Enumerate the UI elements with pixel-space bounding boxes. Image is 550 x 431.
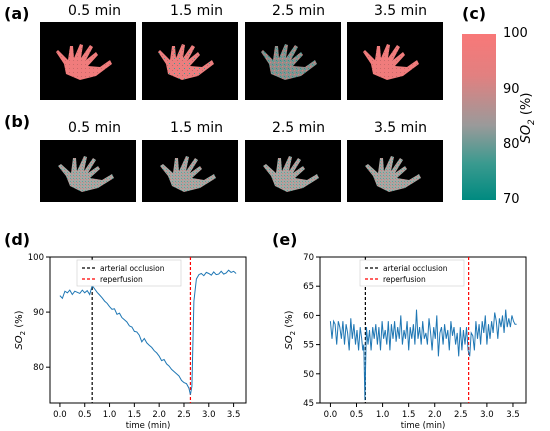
chart-d: 0.0 0.5 1.0 1.5 2.0 2.5 3.0 3.5 80 90 100 time (min… [14,253,247,430]
legend-frame [76,259,182,287]
hand-image-a2 [142,22,238,100]
panel-a-time-1: 0.5 min [67,3,122,19]
legend-label: arterial occlusion [100,264,165,273]
x-tick-label: 1.0 [376,410,390,420]
panel-a-letter: (a) [4,4,30,23]
legend-label: reperfusion [383,275,426,284]
colorbar-label-sub: 2 [526,119,537,125]
legend: arterial occlusion reperfusion [76,259,182,287]
x-tick-label: 2.0 [428,410,442,420]
colorbar-label-suffix: (%) [519,92,535,120]
y-tick-label: 65 [303,282,314,292]
y-tick-label: 90 [33,308,44,318]
y-tick-label: 80 [33,363,44,373]
y-tick-label: 45 [303,399,314,409]
panel-e-letter: (e) [272,230,298,249]
x-tick-label: 0.0 [53,410,67,420]
plot-frame [49,256,247,404]
plot-frame [319,256,527,404]
legend: arterial occlusion reperfusion [359,259,465,287]
x-tick-label: 3.0 [480,410,494,420]
colorbar-label: SO2 (%) [519,93,537,144]
x-tick-label: 3.5 [227,410,241,420]
y-tick-label: 70 [303,253,314,263]
y-axis-label: SO2 (%) [14,310,27,349]
x-tick-label: 3.0 [202,410,216,420]
panel-b-time-4: 3.5 min [373,120,428,136]
x-tick-label: 2.5 [454,410,468,420]
panel-b-time-2: 1.5 min [169,120,224,136]
legend-label: arterial occlusion [383,264,448,273]
x-tick-label: 0.0 [324,410,338,420]
hand-image-a1 [40,22,136,100]
panel-b-time-3: 2.5 min [271,120,326,136]
x-tick-label: 2.0 [152,410,166,420]
colorbar-tick-90: 90 [503,82,520,97]
panel-a-time-4: 3.5 min [373,3,428,19]
y-tick-label: 55 [303,341,314,351]
hand-image-b2 [142,140,238,202]
colorbar-tick-80: 80 [503,137,520,152]
y-tick-label: 50 [303,370,314,380]
colorbar-tick-100: 100 [503,26,528,41]
panel-d-letter: (d) [4,230,31,249]
hand-image-a3 [245,22,341,100]
panel-b-letter: (b) [4,112,31,131]
x-tick-label: 3.5 [506,410,520,420]
colorbar-tick-70: 70 [503,192,520,207]
x-tick-label: 0.5 [78,410,92,420]
x-tick-label: 1.0 [103,410,117,420]
panel-c-letter: (c) [462,4,487,23]
chart-e: 0.0 0.5 1.0 1.5 2.0 2.5 3.0 3.5 45 50 55 60 65 70 time… [284,253,527,430]
colorbar-label-prefix: SO [519,124,535,144]
series-line [59,269,237,395]
x-tick-label: 1.5 [402,410,416,420]
series-line [329,309,517,401]
hand-image-b1 [40,140,136,202]
x-axis-label: time (min) [126,421,171,430]
x-axis-label: time (min) [401,421,446,430]
y-tick-label: 100 [28,253,44,263]
hand-image-b3 [245,140,341,202]
panel-b-time-1: 0.5 min [67,120,122,136]
y-tick-label: 60 [303,311,314,321]
hand-image-a4 [347,22,443,100]
x-tick-label: 2.5 [177,410,191,420]
y-axis-label: SO2 (%) [284,310,297,349]
panel-a-time-3: 2.5 min [271,3,326,19]
legend-label: reperfusion [100,275,143,284]
panel-a-time-2: 1.5 min [169,3,224,19]
hand-image-b4 [347,140,443,202]
colorbar [462,34,496,200]
legend-frame [359,259,465,287]
x-tick-label: 0.5 [350,410,364,420]
x-tick-label: 1.5 [128,410,142,420]
